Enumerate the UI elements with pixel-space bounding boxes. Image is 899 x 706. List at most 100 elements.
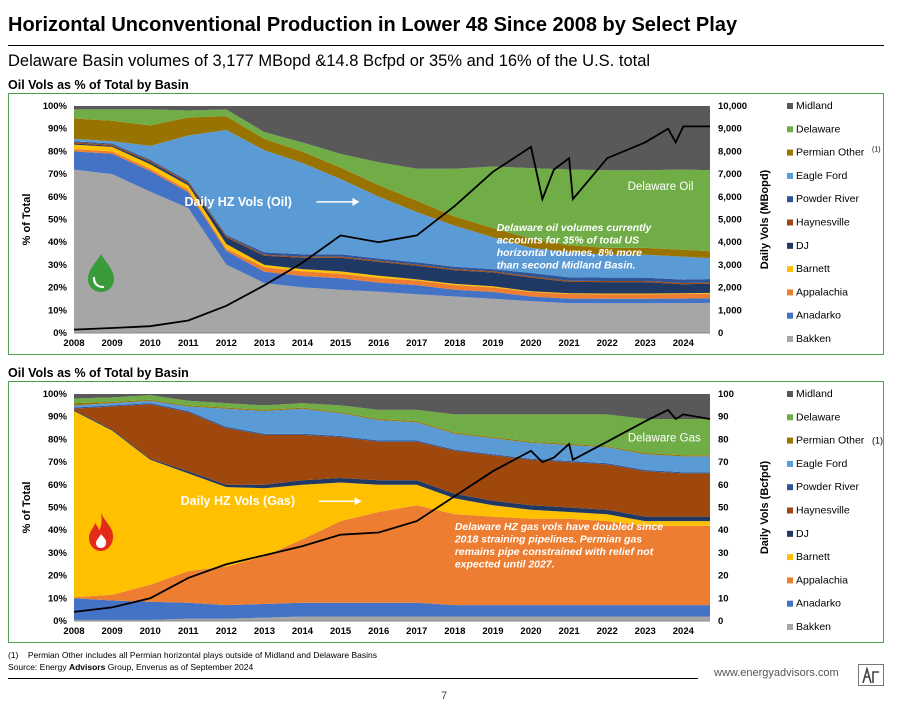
c0-legend-label-midland: Midland <box>796 100 833 112</box>
c1-callout-line: 2018 straining pipelines. Permian gas <box>454 534 642 546</box>
c0-x-tick-label: 2020 <box>520 338 541 349</box>
c1-y2-tick-label: 40 <box>718 525 729 536</box>
source-bold: Advisors <box>68 662 106 672</box>
c1-legend-swatch-bakken <box>787 624 793 630</box>
gas-chart-panel: 0% 10% 20% 30% 40% 50% 60% 70% 80% 90% 100% 0 10 20 30… <box>8 381 884 643</box>
c1-y2-tick-label: 10 <box>718 593 729 604</box>
c0-x-tick-label: 2008 <box>63 338 84 349</box>
energy-advisors-logo-icon <box>858 664 884 686</box>
c1-legend-label-dj: DJ <box>796 528 809 540</box>
page-number: 7 <box>441 690 448 702</box>
c1-area-anadarko <box>74 598 710 620</box>
c1-legend-swatch-appalachia <box>787 577 793 584</box>
c1-y2-tick-label: 90 <box>718 412 729 423</box>
c0-y2-tick-label: 8,000 <box>718 146 742 157</box>
c0-callout-line: accounts for 35% of total US <box>497 234 639 246</box>
c0-legend-label-barnett: Barnett <box>796 263 830 275</box>
c1-legend-swatch-powder-river <box>787 484 793 491</box>
c1-y-tick-label: 80% <box>48 434 68 445</box>
c1-legend-label-anadarko: Anadarko <box>796 598 841 610</box>
c0-y2-tick-label: 10,000 <box>718 101 747 112</box>
c1-y-tick-label: 30% <box>48 548 68 559</box>
c0-y-tick-label: 60% <box>48 192 68 203</box>
c1-x-tick-label: 2022 <box>597 626 618 637</box>
c1-x-tick-label: 2023 <box>635 626 656 637</box>
c0-x-tick-label: 2012 <box>216 338 237 349</box>
c1-legend-label-barnett: Barnett <box>796 551 830 563</box>
c0-x-tick-label: 2021 <box>559 338 581 349</box>
gas-section-label: Oil Vols as % of Total by Basin <box>8 366 189 380</box>
c1-y2-tick-label: 70 <box>718 457 729 468</box>
c1-legend-swatch-barnett <box>787 554 793 561</box>
c1-x-tick-label: 2013 <box>254 626 275 637</box>
c1-legend-swatch-dj <box>787 530 793 537</box>
c0-area-anadarko <box>74 151 710 304</box>
c0-legend-label-eagle-ford: Eagle Ford <box>796 170 848 182</box>
c0-y-tick-label: 100% <box>43 101 68 112</box>
c0-x-tick-label: 2011 <box>178 338 199 349</box>
c1-area-bakken <box>74 616 710 621</box>
c0-y2-tick-label: 0 <box>718 328 723 339</box>
c1-x-tick-label: 2011 <box>178 626 199 637</box>
c1-area-appalachia <box>74 505 710 606</box>
c1-legend-swatch-anadarko <box>787 600 793 607</box>
c1-y-tick-label: 40% <box>48 525 68 536</box>
c0-callout-line: than second Midland Basin. <box>497 259 636 271</box>
c0-y-tick-label: 30% <box>48 260 68 271</box>
c0-area-eagle-ford <box>74 130 710 280</box>
c1-y-tick-label: 0% <box>53 616 67 627</box>
website-link[interactable]: www.energyadvisors.com <box>714 667 839 679</box>
c1-area-delaware <box>74 395 710 456</box>
c1-y2-tick-label: 60 <box>718 480 729 491</box>
c1-delaware-label: Delaware Gas <box>628 433 701 445</box>
source-suffix: Group, Enverus as of September 2024 <box>105 662 254 672</box>
oil-section-label: Oil Vols as % of Total by Basin <box>8 78 189 92</box>
c0-legend-swatch-delaware <box>787 126 793 133</box>
c0-legend-swatch-barnett <box>787 266 793 273</box>
c1-volume-line <box>73 408 711 613</box>
c0-area-haynesville <box>74 142 710 285</box>
c1-x-tick-label: 2020 <box>520 626 541 637</box>
c0-y2-axis-title: Daily Vols (MBopd) <box>759 169 771 269</box>
c1-x-tick-label: 2016 <box>368 626 389 637</box>
c1-x-tick-label: 2009 <box>102 626 123 637</box>
c0-y-tick-label: 80% <box>48 146 68 157</box>
c0-x-tick-label: 2010 <box>140 338 161 349</box>
c0-arrow-head <box>352 197 360 206</box>
source-line: Source: Energy Advisors Group, Enverus a… <box>8 662 253 672</box>
c1-area-eagle-ford <box>74 400 710 473</box>
c1-area-midland <box>74 394 710 419</box>
c0-y-tick-label: 90% <box>48 124 68 135</box>
c0-x-tick-label: 2017 <box>406 338 427 349</box>
c1-callout-line: remains pipe constrained with relief not <box>455 546 654 558</box>
flame-icon <box>89 512 114 551</box>
c0-delaware-label: Delaware Oil <box>628 181 694 193</box>
c1-x-tick-label: 2018 <box>444 626 465 637</box>
c0-legend-swatch-appalachia <box>787 289 793 296</box>
c0-x-tick-label: 2024 <box>673 338 695 349</box>
c1-x-tick-label: 2024 <box>673 626 695 637</box>
c0-legend-label-appalachia: Appalachia <box>796 286 848 298</box>
c1-line-label: Daily HZ Vols (Gas) <box>181 494 295 508</box>
c0-legend-footnote-marker: (1) <box>872 147 881 154</box>
c1-x-tick-label: 2014 <box>292 626 314 637</box>
c0-y2-tick-label: 9,000 <box>718 124 742 135</box>
c0-callout-line: Delaware oil volumes currently <box>497 222 653 234</box>
c1-y2-tick-label: 0 <box>718 616 723 627</box>
c0-area-dj <box>74 143 710 294</box>
c0-area-appalachia <box>74 149 710 299</box>
c0-legend-swatch-dj <box>787 242 793 249</box>
c1-x-tick-label: 2019 <box>482 626 503 637</box>
c1-y-tick-label: 10% <box>48 593 68 604</box>
c1-legend-label-midland: Midland <box>796 388 833 400</box>
c0-y-tick-label: 0% <box>53 328 67 339</box>
c0-x-tick-label: 2022 <box>597 338 618 349</box>
c0-y-tick-label: 20% <box>48 283 68 294</box>
c1-legend-swatch-permian-other <box>787 437 793 444</box>
c0-legend-label-powder-river: Powder River <box>796 193 860 205</box>
footnote: (1) Permian Other includes all Permian h… <box>8 650 377 660</box>
c1-x-tick-label: 2012 <box>216 626 237 637</box>
c1-legend-label-powder-river: Powder River <box>796 481 860 493</box>
page-subtitle: Delaware Basin volumes of 3,177 MBopd &1… <box>8 52 651 70</box>
c0-legend-label-permian-other: Permian Other <box>796 147 865 159</box>
